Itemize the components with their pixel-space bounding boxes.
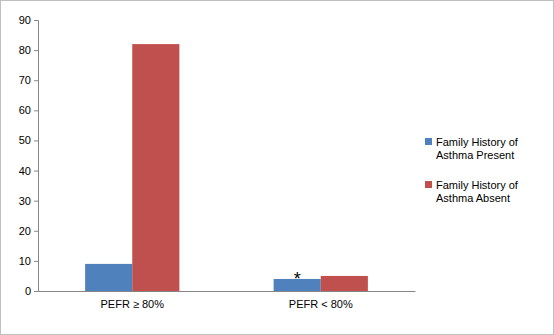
plot: 0 10 20 30 40 50 60 70 80 90 PEFR ≥ 80% PEFR < 80% * (19, 14, 416, 310)
y-tick-label: 90 (19, 14, 31, 26)
legend-item: Family History ofAsthma Present (425, 136, 519, 161)
y-tick: 0 (25, 285, 38, 297)
chart-border (1, 1, 554, 335)
x-axis-line (39, 291, 416, 292)
x-tick: PEFR < 80% (289, 291, 353, 310)
legend-swatch (425, 138, 432, 145)
y-tick: 60 (19, 104, 38, 116)
bar (321, 276, 368, 291)
x-tick: PEFR ≥ 80% (100, 291, 164, 310)
legend-label: Family History ofAsthma Present (436, 136, 519, 161)
legend-label: Family History ofAsthma Absent (436, 179, 519, 204)
bar (132, 44, 179, 291)
y-tick-label: 40 (19, 165, 31, 177)
legend-swatch (425, 181, 432, 188)
y-tick-mark (34, 50, 38, 51)
y-tick-label: 60 (19, 104, 31, 116)
x-axis: PEFR ≥ 80% PEFR < 80% (39, 291, 416, 310)
y-tick: 80 (19, 44, 38, 56)
y-tick-mark (34, 201, 38, 202)
annotation: * (294, 269, 301, 289)
y-tick-mark (34, 291, 38, 292)
y-axis: 0 10 20 30 40 50 60 70 80 90 (19, 14, 39, 297)
y-tick: 10 (19, 255, 38, 267)
y-tick-mark (34, 171, 38, 172)
y-tick: 50 (19, 134, 38, 146)
y-tick-mark (34, 110, 38, 111)
legend: Family History ofAsthma Present Family Hi… (425, 136, 519, 204)
legend-item: Family History ofAsthma Absent (425, 179, 519, 204)
x-tick-label: PEFR < 80% (289, 298, 353, 310)
bars (85, 44, 368, 291)
y-tick-label: 30 (19, 195, 31, 207)
y-tick-label: 70 (19, 74, 31, 86)
y-tick: 40 (19, 165, 38, 177)
y-tick-mark (34, 20, 38, 21)
y-axis-line (34, 21, 39, 292)
y-tick-label: 20 (19, 225, 31, 237)
chart: 0 10 20 30 40 50 60 70 80 90 PEFR ≥ 80% PEFR < 80% *… (0, 0, 554, 335)
y-tick-label: 0 (25, 285, 31, 297)
x-tick-label: PEFR ≥ 80% (100, 298, 164, 310)
y-tick-mark (34, 140, 38, 141)
y-tick: 70 (19, 74, 38, 86)
y-tick-label: 50 (19, 134, 31, 146)
y-tick: 30 (19, 195, 38, 207)
y-tick-mark (34, 80, 38, 81)
y-tick-label: 10 (19, 255, 31, 267)
y-tick-mark (34, 261, 38, 262)
y-tick: 90 (19, 14, 38, 26)
y-tick-label: 80 (19, 44, 31, 56)
y-tick-mark (34, 231, 38, 232)
bar (85, 264, 132, 291)
y-tick: 20 (19, 225, 38, 237)
